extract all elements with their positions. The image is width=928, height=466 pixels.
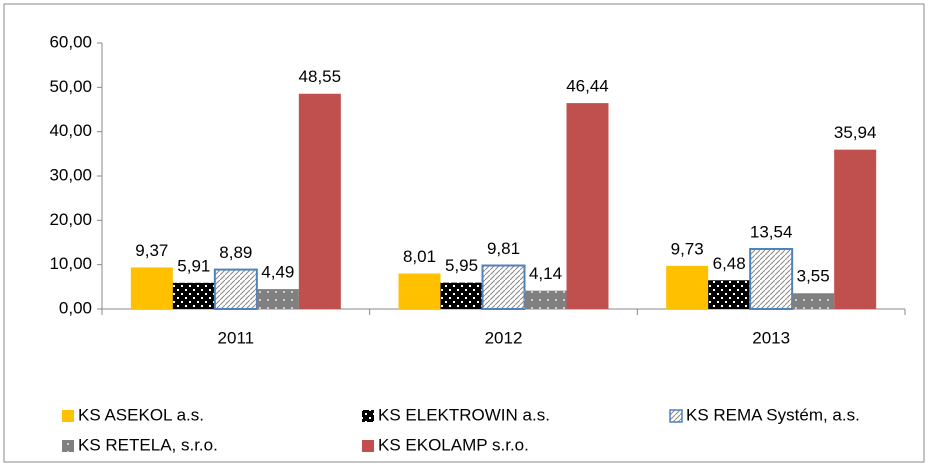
bar [440, 282, 483, 309]
bar [256, 289, 299, 309]
data-label: 35,94 [834, 123, 877, 142]
bar [172, 282, 215, 309]
legend-label: KS ELEKTROWIN a.s. [378, 405, 550, 424]
data-label: 9,81 [487, 239, 520, 258]
data-label: 48,55 [299, 67, 342, 86]
legend-label: KS EKOLAMP s.r.o. [378, 435, 529, 454]
bar [298, 93, 341, 310]
bar [708, 280, 751, 309]
legend-label: KS ASEKOL a.s. [78, 405, 204, 424]
legend-marker [62, 440, 74, 452]
y-tick-label: 40,00 [49, 121, 92, 140]
legend-marker [669, 409, 683, 423]
bar [834, 149, 877, 309]
y-tick-label: 60,00 [49, 32, 92, 51]
legend-label: KS RETELA, s.r.o. [78, 435, 218, 454]
bar [666, 265, 709, 309]
bar [524, 290, 567, 309]
bar [566, 103, 609, 309]
data-label: 4,14 [529, 264, 562, 283]
bar [213, 268, 258, 311]
bar [130, 267, 173, 309]
bar [398, 273, 441, 309]
legend-label: KS REMA Systém, a.s. [686, 405, 860, 424]
x-tick-label: 2012 [485, 328, 523, 347]
legend-marker [362, 410, 374, 422]
y-tick-label: 20,00 [49, 210, 92, 229]
y-tick-label: 10,00 [49, 254, 92, 273]
bar [481, 264, 526, 311]
data-label: 3,55 [797, 267, 830, 286]
data-label: 9,73 [671, 239, 704, 258]
data-label: 5,91 [177, 256, 210, 275]
data-label: 13,54 [750, 222, 793, 241]
data-label: 5,95 [445, 256, 478, 275]
legend-marker [62, 410, 74, 422]
bar [792, 293, 835, 309]
data-label: 6,48 [713, 254, 746, 273]
data-label: 9,37 [135, 241, 168, 260]
data-label: 8,01 [403, 247, 436, 266]
data-label: 8,89 [219, 243, 252, 262]
x-tick-label: 2011 [218, 328, 255, 347]
chart-border [3, 3, 925, 463]
y-tick-label: 50,00 [49, 77, 92, 96]
y-tick-label: 30,00 [49, 165, 92, 184]
bar [749, 247, 794, 311]
data-label: 4,49 [261, 263, 294, 282]
data-label: 46,44 [566, 77, 609, 96]
legend-marker [362, 440, 374, 452]
x-tick-label: 2013 [752, 328, 790, 347]
y-tick-label: 0,00 [59, 298, 92, 317]
